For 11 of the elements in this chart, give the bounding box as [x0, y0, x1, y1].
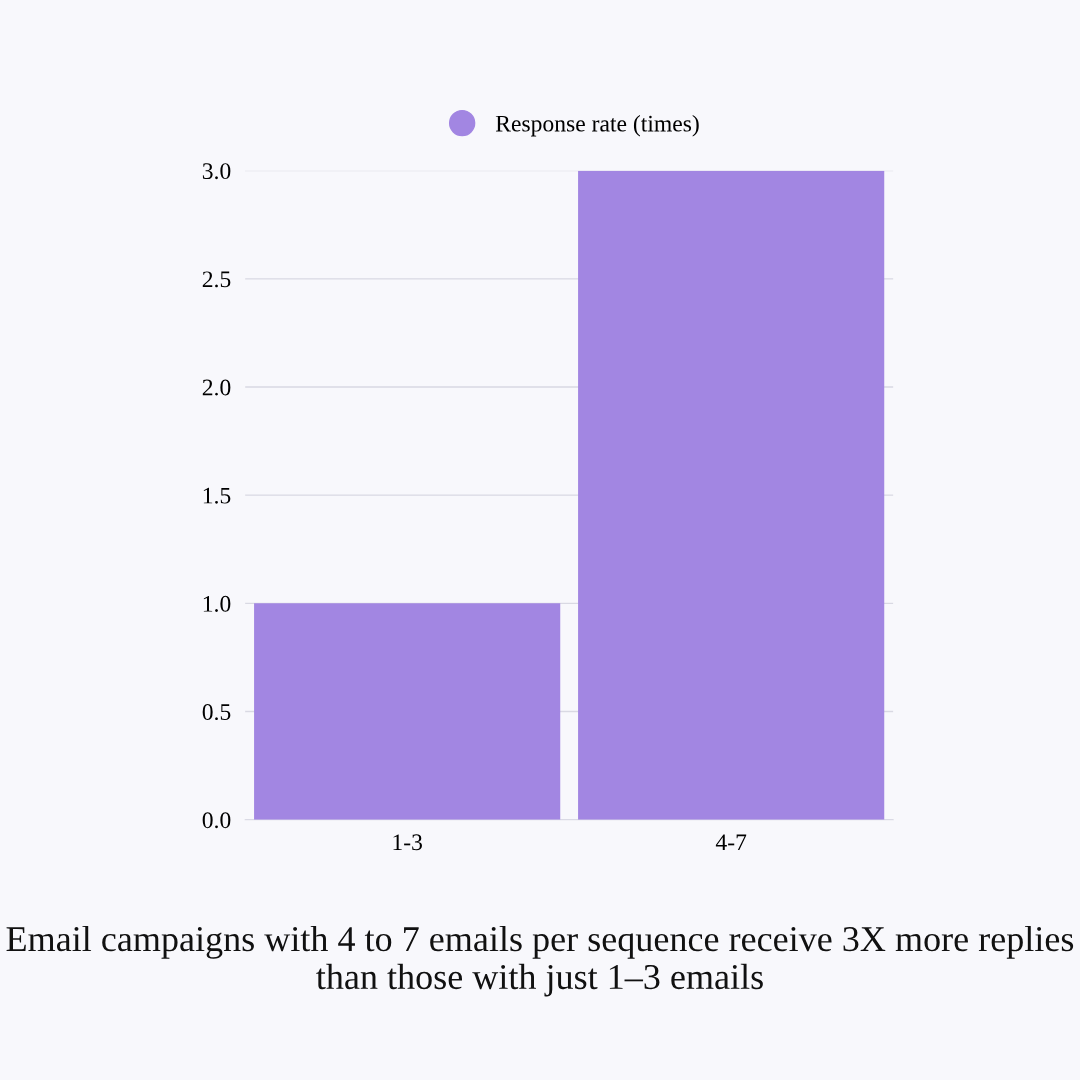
y-tick-label: 3.0: [202, 163, 231, 180]
x-tick-label: 4-7: [715, 834, 747, 850]
y-tick-label: 1.5: [203, 487, 231, 504]
y-tick-label: 1.0: [203, 595, 231, 612]
x-tick-label: 1-3: [393, 834, 422, 851]
legend-label: Response rate (times): [495, 115, 699, 137]
y-tick-label: 2.0: [202, 379, 231, 396]
text: Email campaigns with 4 to 7 emails per sequence receive 3X more replies than those with just 1–3 emails: [6, 925, 1074, 997]
y-tick-label: 0.0: [202, 812, 231, 829]
y-tick-label: 0.5: [202, 704, 231, 721]
y-tick-label: 2.5: [202, 271, 231, 288]
